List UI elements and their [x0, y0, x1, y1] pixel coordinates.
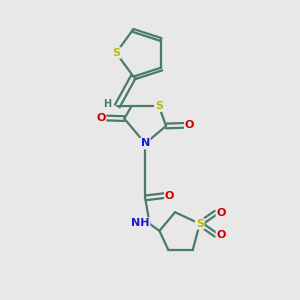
Text: S: S — [196, 219, 204, 229]
Text: H: H — [103, 99, 111, 109]
Text: N: N — [141, 139, 150, 148]
Text: S: S — [155, 101, 163, 111]
Text: S: S — [112, 48, 120, 58]
Text: NH: NH — [131, 218, 149, 228]
Text: O: O — [96, 113, 106, 123]
Text: O: O — [165, 190, 174, 201]
Text: O: O — [217, 208, 226, 218]
Text: O: O — [217, 230, 226, 240]
Text: O: O — [185, 120, 194, 130]
